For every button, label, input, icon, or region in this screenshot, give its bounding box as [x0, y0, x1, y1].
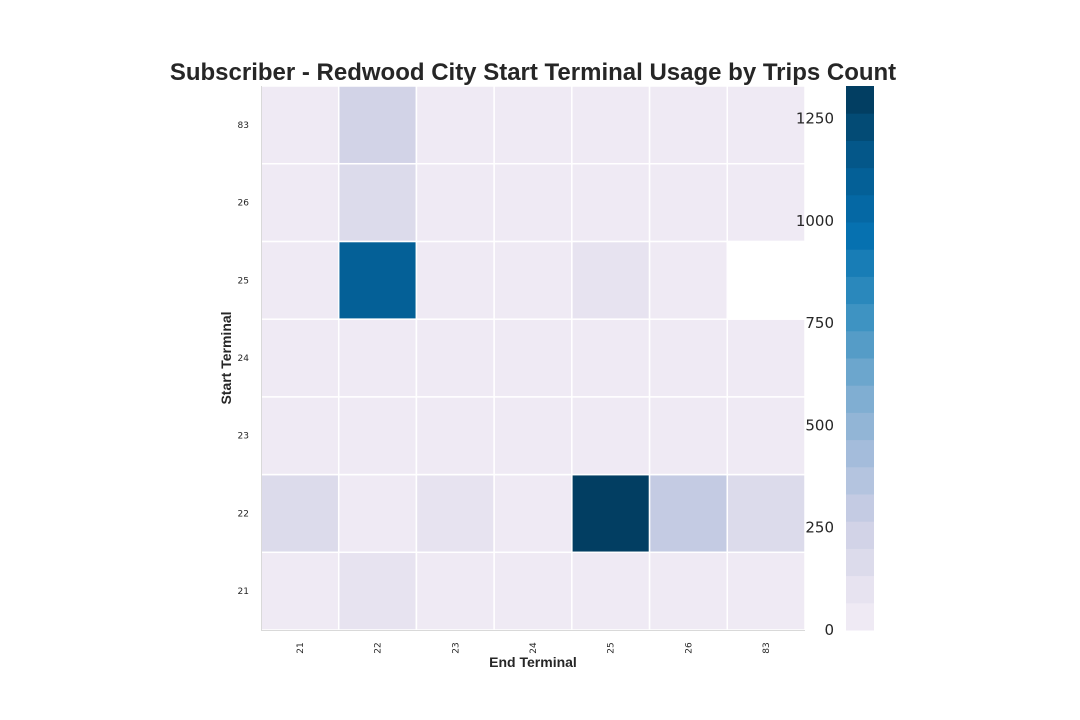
heatmap-cell [337, 551, 418, 631]
colorbar-segment [846, 276, 874, 305]
heatmap-cell [260, 473, 340, 554]
colorbar-segment [846, 494, 874, 522]
heatmap-cell [260, 240, 340, 320]
colorbar-segment [846, 303, 874, 332]
colorbar-segment [846, 222, 874, 250]
colorbar [846, 86, 874, 631]
y-tick-labels: 21 22 23 24 25 26 83 [238, 121, 250, 597]
x-axis-label: End Terminal [489, 654, 577, 670]
heatmap-cell [415, 396, 495, 476]
y-tick-label: 26 [238, 199, 250, 209]
colorbar-segment [846, 548, 874, 577]
colorbar-segment [846, 575, 874, 604]
heatmap-cell [648, 551, 729, 631]
heatmap-cell [493, 240, 573, 320]
heatmap-cell [648, 318, 729, 398]
heatmap-cell [260, 162, 340, 243]
colorbar-segment [846, 385, 874, 413]
x-tick-label: 26 [684, 642, 694, 654]
y-axis-label: Start Terminal [218, 311, 234, 404]
heatmap-cell [337, 396, 418, 476]
colorbar-segment [846, 86, 874, 114]
heatmap-cell [571, 162, 651, 243]
x-tick-label: 83 [762, 642, 772, 653]
heatmap-cell [337, 240, 418, 320]
heatmap-cell [571, 85, 651, 165]
heatmap-cells [260, 85, 806, 631]
heatmap-cell [726, 473, 806, 554]
x-tick-label: 21 [296, 642, 306, 653]
heatmap-cell [260, 551, 340, 631]
y-tick-label: 24 [238, 354, 250, 364]
heatmap-cell [648, 85, 729, 165]
heatmap-cell [648, 162, 729, 243]
y-tick-label: 22 [238, 509, 249, 519]
colorbar-segment [846, 167, 874, 196]
colorbar-tick-label: 0 [824, 621, 834, 639]
heatmap-cell [571, 240, 651, 320]
y-tick-label: 25 [238, 276, 249, 286]
heatmap-cell [726, 162, 806, 243]
heatmap-cell [571, 551, 651, 631]
colorbar-tick-label: 250 [805, 519, 834, 537]
heatmap-cell [726, 240, 806, 320]
heatmap-cell [415, 551, 495, 631]
y-tick-label: 83 [238, 121, 249, 131]
heatmap-cell [415, 318, 495, 398]
colorbar-segment [846, 249, 874, 277]
heatmap-cell [648, 396, 729, 476]
heatmap-cell [260, 318, 340, 398]
heatmap-cell [726, 551, 806, 631]
colorbar-segment [846, 521, 874, 549]
heatmap-cell [415, 473, 495, 554]
heatmap-cell [415, 85, 495, 165]
heatmap-cell [493, 396, 573, 476]
heatmap-axes [261, 86, 805, 631]
heatmap-cell [260, 85, 340, 165]
colorbar-tick-label: 1250 [796, 110, 834, 128]
heatmap-cell [571, 318, 651, 398]
heatmap-cell [571, 396, 651, 476]
colorbar-tick-labels: 0 250 500 750 1000 1250 [796, 110, 834, 639]
heatmap-cell [260, 396, 340, 476]
x-tick-label: 24 [529, 642, 539, 654]
heatmap-cell [726, 318, 806, 398]
x-tick-label: 25 [607, 642, 617, 653]
heatmap-cell [493, 162, 573, 243]
colorbar-segment [846, 113, 874, 141]
heatmap-cell [337, 318, 418, 398]
heatmap-cell [415, 162, 495, 243]
x-tick-label: 22 [374, 642, 384, 653]
colorbar-segment [846, 358, 874, 386]
heatmap-cell [493, 318, 573, 398]
heatmap-cell [648, 473, 729, 554]
heatmap-cell [337, 85, 418, 165]
heatmap-cell [337, 162, 418, 243]
colorbar-segment [846, 466, 874, 495]
colorbar-segment [846, 140, 874, 169]
x-tick-labels: 21 22 23 24 25 26 83 [296, 642, 772, 654]
heatmap-cell [337, 473, 418, 554]
heatmap-cell [493, 473, 573, 554]
x-tick-label: 23 [451, 642, 461, 653]
colorbar-tick-label: 500 [805, 416, 834, 434]
colorbar-segment [846, 330, 874, 359]
colorbar-tick-label: 1000 [796, 212, 834, 230]
colorbar-tick-label: 750 [805, 314, 834, 332]
colorbar-segment [846, 439, 874, 468]
colorbar-segment [846, 602, 874, 631]
heatmap-cell [571, 473, 651, 554]
heatmap-cell [726, 85, 806, 165]
y-tick-label: 21 [238, 587, 249, 597]
heatmap-cell [493, 85, 573, 165]
chart-title: Subscriber - Redwood City Start Terminal… [170, 59, 896, 86]
heatmap-cell [415, 240, 495, 320]
heatmap-cell [493, 551, 573, 631]
heatmap-cell [648, 240, 729, 320]
y-tick-label: 23 [238, 432, 249, 442]
colorbar-segment [846, 194, 874, 223]
colorbar-segment [846, 412, 874, 441]
heatmap-cell [726, 396, 806, 476]
